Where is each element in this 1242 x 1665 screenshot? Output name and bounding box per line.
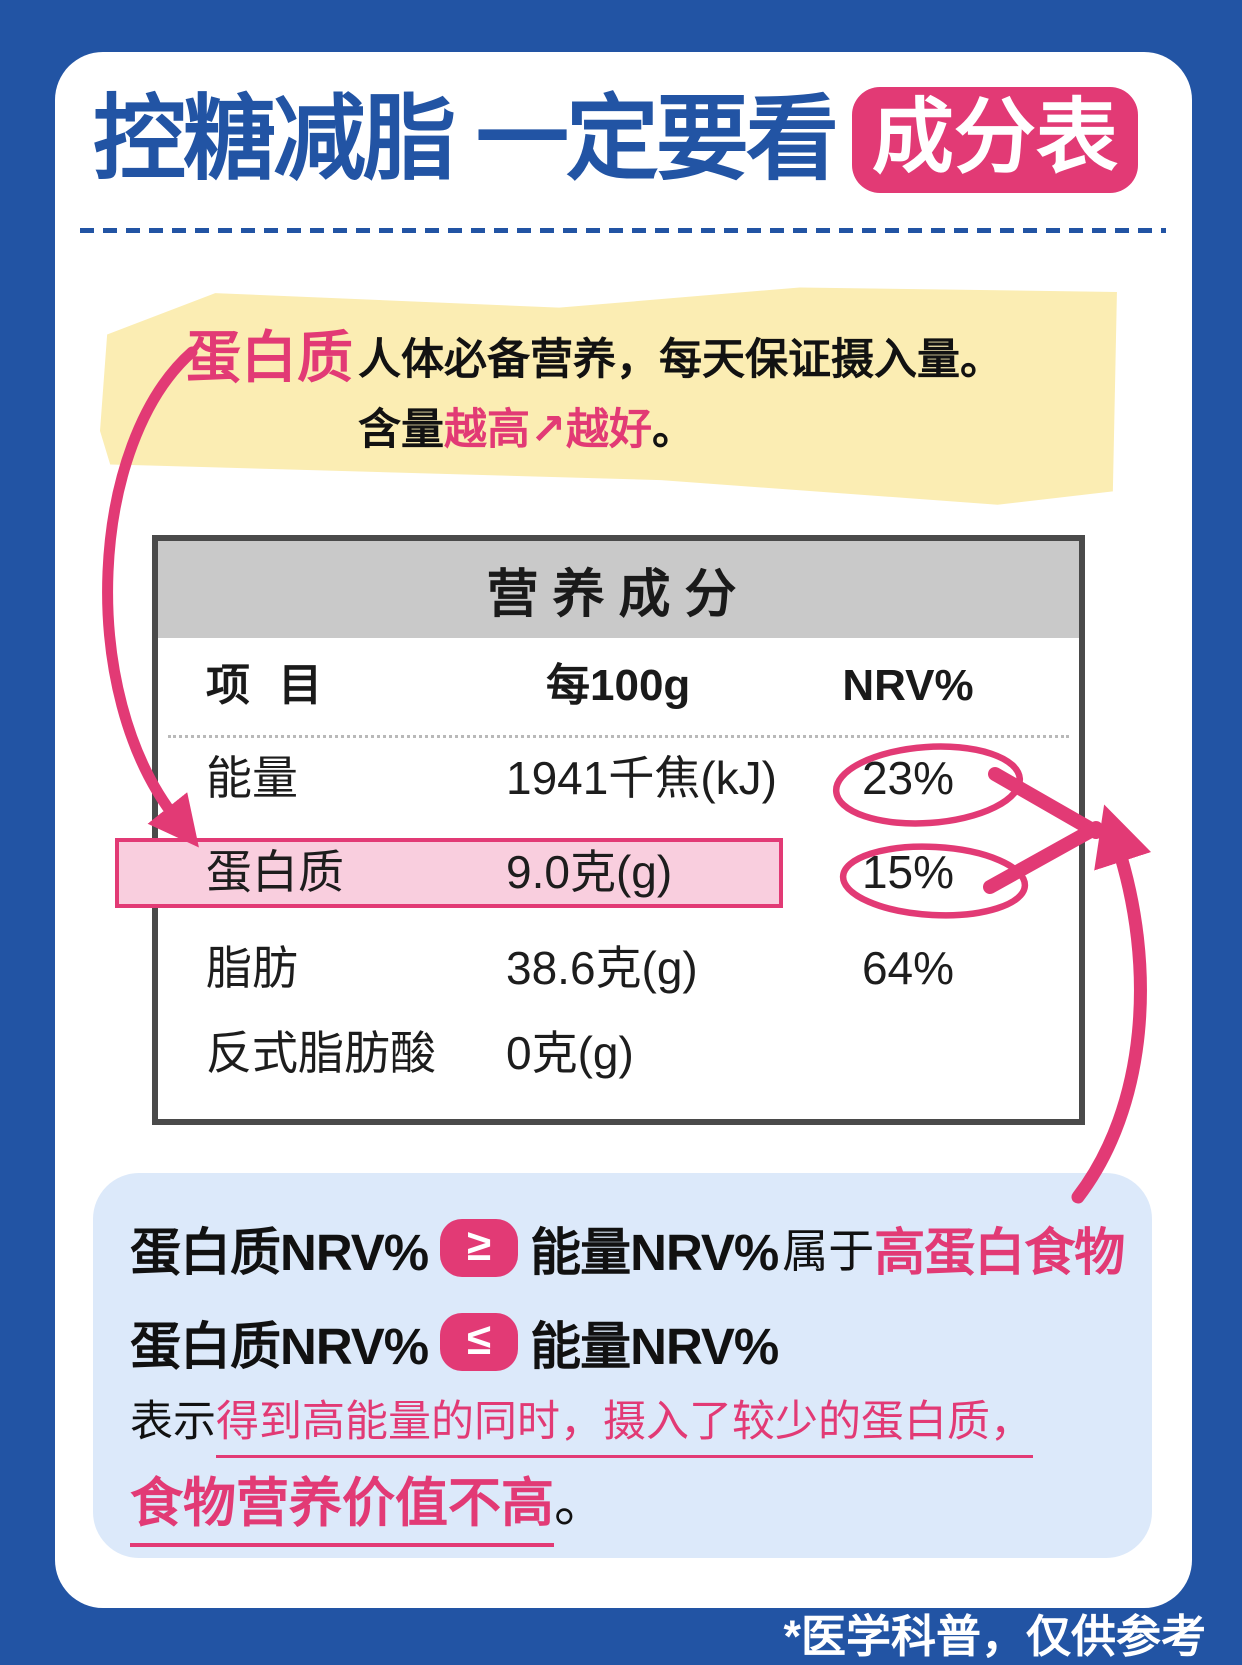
greater-equal-icon: ≥: [440, 1219, 519, 1277]
cell-amount: 0克(g): [506, 1027, 634, 1079]
rule1-left: 蛋白质NRV%: [130, 1224, 429, 1281]
rule2-left: 蛋白质NRV%: [130, 1318, 429, 1375]
rule2-right: 能量NRV%: [530, 1318, 779, 1375]
intro-line2-suffix: 。: [652, 406, 696, 454]
rule-explanation-line2: 食物营养价值不高。: [130, 1461, 607, 1547]
table-header-divider: [168, 735, 1069, 738]
explain-prefix: 表示: [130, 1398, 216, 1446]
protein-term-label: 蛋白质: [185, 326, 353, 389]
cell-item: 蛋白质: [206, 846, 344, 898]
nutrition-table: 营养成分 项 目 每100g NRV% 能量 1941千焦(kJ) 23% 蛋白…: [115, 535, 1085, 1125]
protein-intro-line1: 人体必备营养，每天保证摄入量。: [358, 336, 1003, 384]
rule-low-protein: 蛋白质NRV% ≤ 能量NRV%: [130, 1305, 779, 1379]
intro-line2-prefix: 含量: [358, 406, 444, 454]
less-equal-icon: ≤: [440, 1313, 519, 1371]
rule1-highlight: 高蛋白食物: [874, 1224, 1125, 1281]
cell-nrv: 15%: [861, 846, 955, 898]
rule-high-protein: 蛋白质NRV% ≥ 能量NRV% 属于 高蛋白食物: [130, 1211, 1125, 1285]
title-badge: 成分表: [851, 86, 1138, 193]
rule1-right: 能量NRV%: [530, 1224, 779, 1281]
table-row: 能量 1941千焦(kJ) 23%: [158, 746, 1079, 810]
column-header-nrv: NRV%: [842, 661, 974, 710]
page-title: 控糖减脂 一定要看 成分表: [93, 84, 1153, 196]
cell-nrv: 23%: [861, 752, 955, 804]
table-row: 蛋白质 9.0克(g) 15%: [158, 840, 1079, 904]
nutrition-table-title: 营养成分: [158, 541, 1079, 638]
cell-amount: 1941千焦(kJ): [506, 752, 777, 804]
cell-item: 脂肪: [206, 942, 298, 994]
cell-amount: 38.6克(g): [506, 942, 698, 994]
explain-line2-period: 。: [554, 1474, 607, 1533]
title-divider: [80, 228, 1166, 233]
poster-card: 控糖减脂 一定要看 成分表 蛋白质 人体必备营养，每天保证摄入量。 含量越高↗越…: [55, 52, 1192, 1608]
nrv-rules-box: 蛋白质NRV% ≥ 能量NRV% 属于 高蛋白食物 蛋白质NRV% ≤ 能量NR…: [93, 1173, 1152, 1558]
title-text: 控糖减脂 一定要看: [93, 87, 839, 191]
cell-item: 反式脂肪酸: [206, 1027, 436, 1079]
cell-nrv: 64%: [861, 942, 955, 994]
protein-intro-box: 蛋白质 人体必备营养，每天保证摄入量。 含量越高↗越好。: [100, 287, 1117, 505]
cell-item: 能量: [206, 752, 298, 804]
table-row: 反式脂肪酸 0克(g): [158, 1021, 1079, 1085]
table-header-row: 项 目 每100g NRV%: [158, 651, 1079, 721]
column-header-amount: 每100g: [546, 661, 691, 710]
rule1-mid: 属于: [782, 1225, 875, 1277]
disclaimer-note: *医学科普，仅供参考: [783, 1610, 1206, 1662]
explain-highlight: 得到高能量的同时，摄入了较少的蛋白质，: [216, 1398, 1033, 1458]
explain-line2-highlight: 食物营养价值不高: [130, 1474, 554, 1547]
column-header-item: 项 目: [206, 661, 331, 710]
cell-amount: 9.0克(g): [506, 846, 673, 898]
table-row: 脂肪 38.6克(g) 64%: [158, 936, 1079, 1000]
rule-explanation-line1: 表示得到高能量的同时，摄入了较少的蛋白质，: [130, 1387, 1033, 1458]
protein-intro-line2: 含量越高↗越好。: [358, 395, 695, 457]
protein-row-highlight: [115, 838, 783, 908]
intro-line2-highlight: 越高↗越好: [444, 406, 653, 454]
